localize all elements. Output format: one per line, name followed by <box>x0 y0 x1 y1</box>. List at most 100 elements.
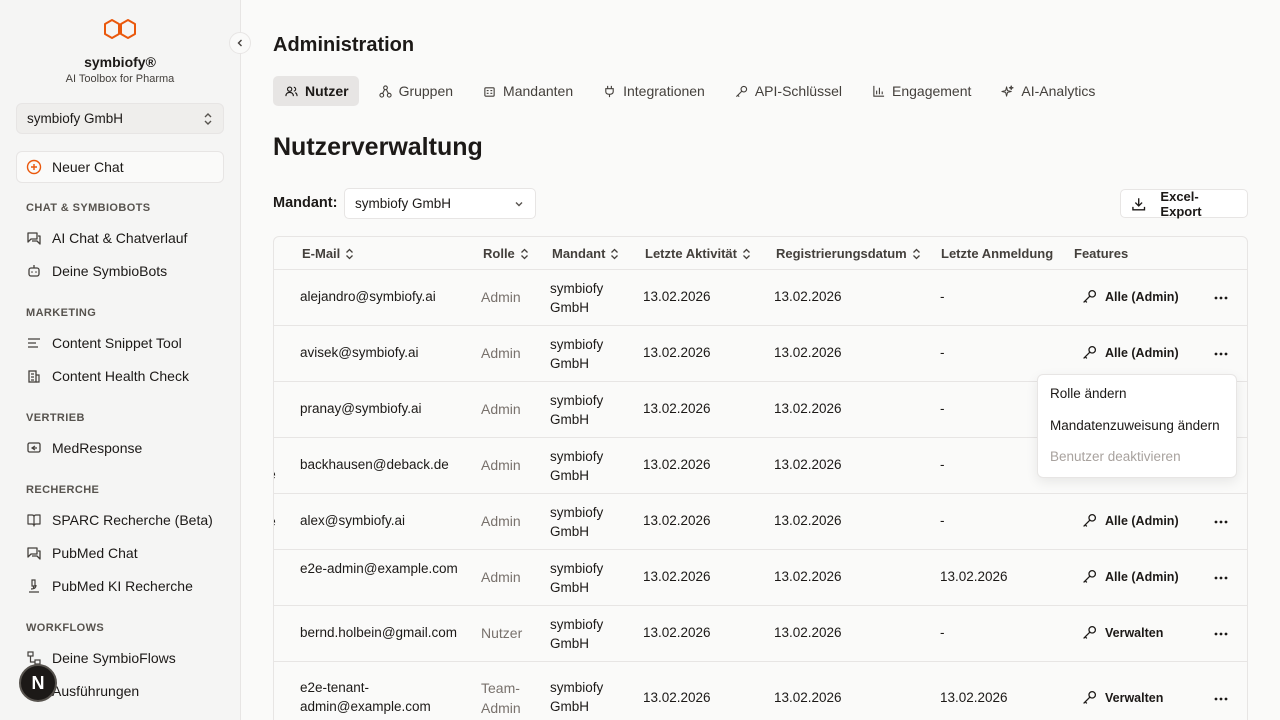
column-header-email[interactable]: E-Mail <box>302 246 354 261</box>
table-header: E-Mail Rolle Mandant Letzte Aktivität Re… <box>274 237 1247 270</box>
mandant-cell: symbiofy GmbH <box>550 281 604 315</box>
mandant-cell: symbiofy GmbH <box>550 561 604 595</box>
sidebar-item-label: PubMed KI Recherche <box>52 578 193 594</box>
tab-label: Engagement <box>892 83 972 99</box>
new-chat-button[interactable]: Neuer Chat <box>16 151 224 183</box>
chevron-up-down-icon <box>204 112 212 125</box>
menu-item-change-role[interactable]: Rolle ändern <box>1050 386 1127 401</box>
menu-item-deactivate-user: Benutzer deaktivieren <box>1050 449 1181 464</box>
sidebar-item-label: SPARC Recherche (Beta) <box>52 512 213 528</box>
sidebar-item-label: PubMed Chat <box>52 545 138 561</box>
email-cell: avisek@symbiofy.ai <box>300 345 419 360</box>
sidebar-item-symbiobots[interactable]: Deine SymbioBots <box>26 260 167 282</box>
truncated-cell: e <box>274 466 276 482</box>
column-header-label: Features <box>1074 246 1129 261</box>
sidebar-item-pubmed-chat[interactable]: PubMed Chat <box>26 542 138 564</box>
last-activity-cell: 13.02.2026 <box>643 457 711 472</box>
chat-icon <box>27 547 41 560</box>
column-header-mandant[interactable]: Mandant <box>552 246 619 261</box>
column-header-label: Rolle <box>483 246 515 261</box>
column-header-last-activity[interactable]: Letzte Aktivität <box>645 246 751 261</box>
more-horizontal-icon <box>1214 296 1228 300</box>
column-header-label: E-Mail <box>302 246 341 261</box>
download-icon <box>1132 197 1146 210</box>
column-header-label: Letzte Anmeldung <box>941 246 1054 261</box>
bot-icon <box>28 265 40 277</box>
plus-circle-icon <box>26 159 42 175</box>
registration-cell: 13.02.2026 <box>774 289 842 304</box>
role-cell: Admin <box>481 401 521 417</box>
tab-api-schluessel[interactable]: API-Schlüssel <box>723 76 852 106</box>
row-actions-button[interactable] <box>1211 624 1231 644</box>
role-cell: Nutzer <box>481 625 523 641</box>
sidebar-collapse-button[interactable] <box>229 32 251 54</box>
sidebar-item-ai-chat[interactable]: AI Chat & Chatverlauf <box>26 227 187 249</box>
row-actions-menu: Rolle ändern Mandatenzuweisung ändern Be… <box>1037 374 1237 478</box>
tab-engagement[interactable]: Engagement <box>860 76 981 106</box>
tab-integrationen[interactable]: Integrationen <box>591 76 715 106</box>
chat-icon <box>27 232 41 245</box>
more-horizontal-icon <box>1214 520 1228 524</box>
tab-label: AI-Analytics <box>1021 83 1096 99</box>
tenant-switcher[interactable]: symbiofy GmbH <box>16 103 224 134</box>
features-cell: Verwalten <box>1082 690 1163 705</box>
main-content: Administration Nutzer Gruppen Mandanten … <box>241 0 1280 720</box>
plug-icon <box>605 85 614 97</box>
mandant-filter-select[interactable]: symbiofy GmbH <box>344 188 536 219</box>
mandant-cell: symbiofy GmbH <box>550 337 604 371</box>
key-icon <box>1083 569 1097 583</box>
column-header-registration[interactable]: Registrierungsdatum <box>776 246 921 261</box>
column-header-role[interactable]: Rolle <box>483 246 529 261</box>
microscope-icon <box>29 579 39 593</box>
key-icon <box>1083 625 1097 639</box>
sort-icon <box>743 248 750 259</box>
sort-icon <box>346 248 354 259</box>
mandant-cell: symbiofy GmbH <box>550 680 604 714</box>
sidebar-item-content-health[interactable]: Content Health Check <box>26 365 189 387</box>
sidebar-item-symbioflows[interactable]: Deine SymbioFlows <box>26 647 176 669</box>
row-actions-button[interactable] <box>1211 288 1231 308</box>
sidebar-item-pubmed-ki[interactable]: PubMed KI Recherche <box>26 575 193 597</box>
building-icon <box>28 370 40 383</box>
brand-logo-icon <box>104 19 136 39</box>
avatar[interactable]: N <box>19 664 57 702</box>
sidebar-item-label: Deine SymbioFlows <box>52 650 176 666</box>
row-actions-button[interactable] <box>1211 689 1231 709</box>
table-row: e alex@symbiofy.ai Admin symbiofy GmbH 1… <box>274 494 1247 550</box>
role-cell: Admin <box>481 569 521 585</box>
tab-gruppen[interactable]: Gruppen <box>367 76 463 106</box>
mandant-cell: symbiofy GmbH <box>550 449 604 483</box>
last-login-cell: - <box>940 457 945 472</box>
section-label-workflows: WORKFLOWS <box>26 622 105 634</box>
mandant-cell: symbiofy GmbH <box>550 617 604 651</box>
excel-export-button[interactable]: Excel-Export <box>1120 189 1248 219</box>
email-cell: alejandro@symbiofy.ai <box>300 289 436 304</box>
more-horizontal-icon <box>1214 576 1228 580</box>
row-actions-button[interactable] <box>1211 568 1231 588</box>
section-label-vertrieb: VERTRIEB <box>26 412 85 424</box>
role-cell: Admin <box>481 289 521 305</box>
tab-nutzer[interactable]: Nutzer <box>273 76 359 106</box>
sidebar-item-sparc[interactable]: SPARC Recherche (Beta) <box>26 509 213 531</box>
tab-mandanten[interactable]: Mandanten <box>471 76 583 106</box>
sidebar-item-label: Ausführungen <box>52 683 140 699</box>
last-login-cell: 13.02.2026 <box>940 690 1008 705</box>
email-cell: e2e-admin@example.com <box>300 561 458 576</box>
mandant-filter-value: symbiofy GmbH <box>355 196 452 211</box>
row-actions-button[interactable] <box>1211 512 1231 532</box>
sidebar-item-medresponse[interactable]: MedResponse <box>26 437 142 459</box>
group-icon <box>378 84 392 98</box>
row-actions-button[interactable] <box>1211 344 1231 364</box>
sidebar-item-content-snippet[interactable]: Content Snippet Tool <box>26 332 182 354</box>
last-activity-cell: 13.02.2026 <box>643 401 711 416</box>
last-login-cell: - <box>940 401 945 416</box>
sort-icon <box>520 248 528 259</box>
tab-ai-analytics[interactable]: AI-Analytics <box>989 76 1105 106</box>
menu-item-change-tenant[interactable]: Mandatenzuweisung ändern <box>1050 418 1220 433</box>
key-icon <box>1083 513 1097 527</box>
last-activity-cell: 13.02.2026 <box>643 345 711 360</box>
registration-cell: 13.02.2026 <box>774 625 842 640</box>
email-cell: bernd.holbein@gmail.com <box>300 625 458 640</box>
section-label-marketing: MARKETING <box>26 307 97 319</box>
last-login-cell: - <box>940 289 945 304</box>
